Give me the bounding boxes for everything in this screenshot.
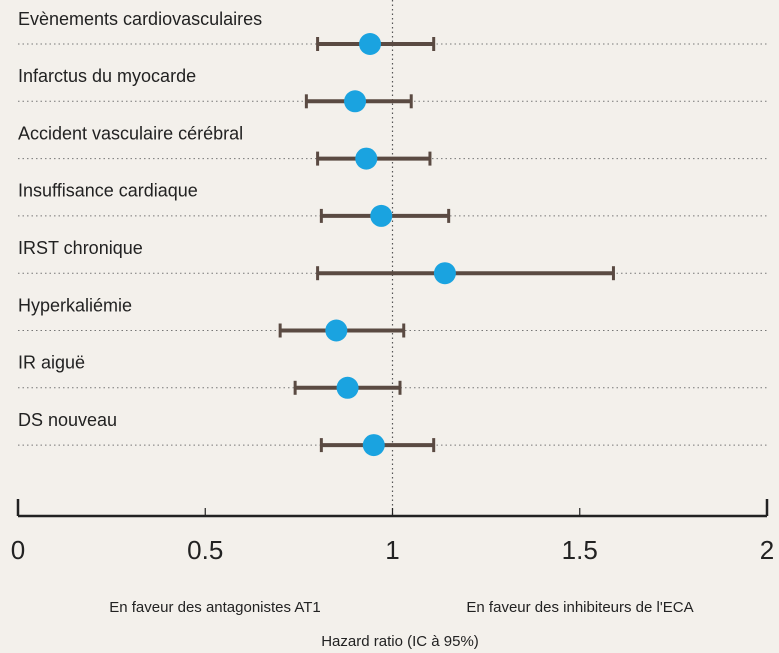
point	[336, 376, 359, 399]
row-label: Insuffisance cardiaque	[18, 181, 198, 201]
point	[325, 319, 348, 342]
x-tick-label: 1.5	[562, 535, 598, 565]
row-label: DS nouveau	[18, 410, 117, 430]
row-label: Evènements cardiovasculaires	[18, 9, 262, 29]
point	[433, 262, 456, 285]
point	[370, 204, 393, 227]
point	[355, 147, 378, 170]
row-label: IR aiguë	[18, 353, 85, 373]
point	[362, 434, 385, 457]
point	[344, 90, 367, 113]
x-axis-label: Hazard ratio (IC à 95%)	[321, 633, 479, 650]
row-label: Infarctus du myocarde	[18, 66, 196, 86]
row-label: IRST chronique	[18, 238, 143, 258]
row-label: Accident vasculaire cérébral	[18, 123, 243, 143]
x-tick-label: 1	[385, 535, 399, 565]
x-tick-label: 0.5	[187, 535, 223, 565]
annotation: En faveur des antagonistes AT1	[109, 599, 321, 616]
row-label: Hyperkaliémie	[18, 295, 132, 315]
x-tick-label: 2	[760, 535, 774, 565]
point	[359, 33, 382, 55]
x-tick-label: 0	[11, 535, 25, 565]
annotation: En faveur des inhibiteurs de l'ECA	[466, 599, 693, 616]
